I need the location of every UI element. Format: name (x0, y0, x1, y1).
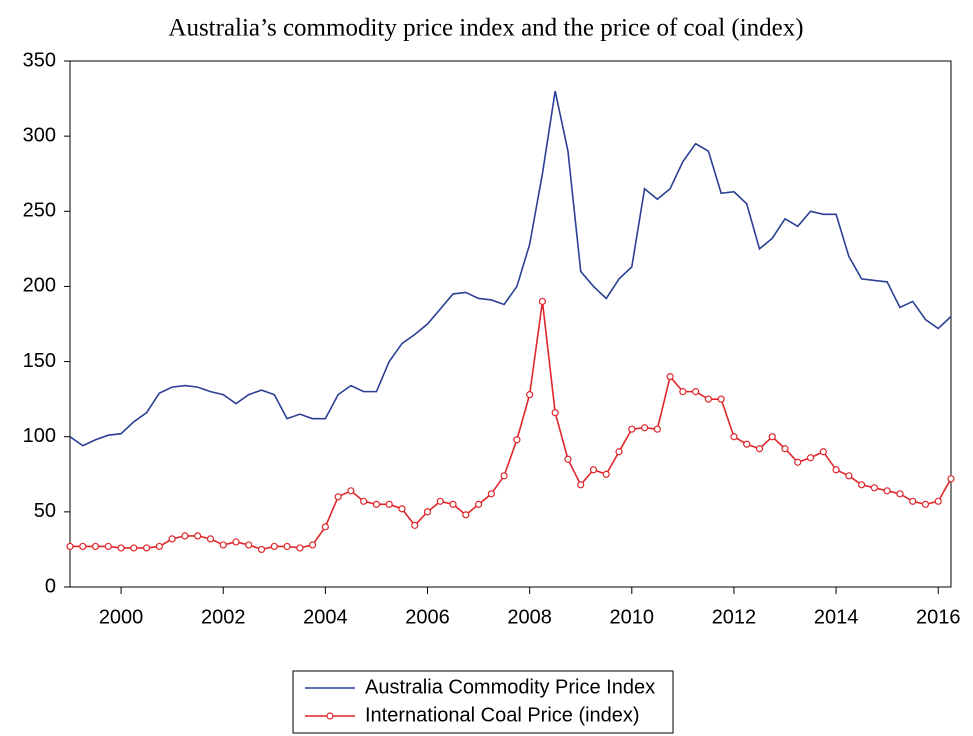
series-marker (717, 395, 725, 403)
series-marker (615, 448, 623, 456)
legend-box (292, 670, 674, 734)
legend-label: Australia Commodity Price Index (365, 676, 655, 698)
series-marker (934, 497, 942, 505)
series-marker (743, 440, 751, 448)
series-marker (347, 487, 355, 495)
series-marker (666, 373, 674, 381)
series-marker (372, 500, 381, 508)
series-marker (206, 535, 215, 543)
series-marker (487, 490, 495, 498)
series-marker (334, 493, 342, 501)
legend-label: International Coal Price (index) (365, 704, 640, 726)
series-marker (245, 541, 253, 549)
series-marker (589, 466, 598, 474)
x-tick-label: 2000 (99, 606, 144, 628)
series-marker (283, 542, 291, 551)
series-marker (66, 542, 74, 551)
series-marker (755, 445, 764, 453)
series-marker (947, 475, 955, 483)
plot-frame (69, 60, 952, 588)
series-marker (806, 454, 815, 462)
series-marker (462, 511, 470, 519)
series-marker (296, 544, 304, 552)
chart-title: Australia’s commodity price index and th… (168, 15, 803, 42)
series-marker (130, 544, 138, 552)
series-marker (896, 490, 904, 498)
series-marker (526, 391, 534, 399)
y-tick-label: 150 (23, 350, 56, 372)
x-tick-label: 2016 (916, 606, 961, 628)
series-marker (768, 433, 776, 441)
series-marker (232, 538, 240, 546)
series-marker (423, 508, 432, 516)
series-marker (360, 497, 368, 505)
y-tick-label: 0 (45, 575, 56, 597)
series-marker (692, 388, 700, 396)
series-marker (679, 388, 687, 396)
series-marker (909, 497, 917, 505)
y-tick-label: 50 (34, 500, 56, 522)
series-marker (194, 532, 202, 540)
series-marker (538, 297, 547, 306)
x-tick-label: 2004 (303, 606, 348, 628)
x-tick-label: 2014 (814, 606, 859, 628)
series-marker (870, 484, 878, 492)
x-tick-label: 2008 (507, 606, 552, 628)
series-marker (79, 542, 87, 551)
series-marker (513, 436, 521, 444)
series-marker (411, 521, 419, 529)
series-line (69, 90, 952, 447)
series-line (70, 301, 952, 551)
series-marker (858, 481, 866, 489)
series-marker (819, 448, 827, 456)
series-marker (628, 425, 636, 433)
series-marker (321, 523, 329, 531)
series-marker (653, 425, 661, 433)
series-marker (308, 541, 317, 549)
y-tick-label: 100 (23, 425, 56, 447)
legend-marker (326, 712, 334, 720)
series-marker (436, 497, 444, 505)
series-marker (474, 500, 483, 508)
series-marker (845, 472, 853, 480)
series-marker (704, 395, 713, 403)
series-marker (883, 487, 891, 495)
series-marker (449, 500, 457, 508)
x-tick-label: 2012 (712, 606, 757, 628)
y-tick-label: 300 (23, 124, 56, 146)
y-tick-label: 200 (23, 275, 56, 297)
x-tick-label: 2002 (201, 606, 246, 628)
series-marker (794, 458, 802, 466)
series-marker (398, 505, 406, 513)
series-marker (91, 542, 100, 551)
series-marker (602, 470, 610, 478)
series-marker (181, 532, 189, 540)
series-marker (143, 544, 151, 552)
series-marker (155, 542, 163, 551)
x-tick-label: 2010 (610, 606, 655, 628)
series-marker (104, 542, 112, 551)
series-marker (832, 466, 840, 474)
series-marker (117, 544, 125, 552)
y-tick-label: 250 (23, 200, 56, 222)
series-marker (577, 481, 585, 489)
series-marker (551, 409, 559, 417)
series-marker (385, 500, 393, 508)
x-tick-label: 2006 (405, 606, 450, 628)
series-marker (219, 541, 227, 549)
series-marker (640, 424, 649, 432)
series-marker (781, 445, 789, 453)
series-marker (168, 535, 176, 543)
series-marker (730, 433, 738, 441)
series-marker (270, 542, 278, 551)
series-marker (257, 545, 266, 554)
y-tick-label: 350 (23, 49, 56, 71)
series-marker (564, 455, 572, 463)
series-marker (500, 472, 508, 480)
series-marker (921, 500, 930, 508)
